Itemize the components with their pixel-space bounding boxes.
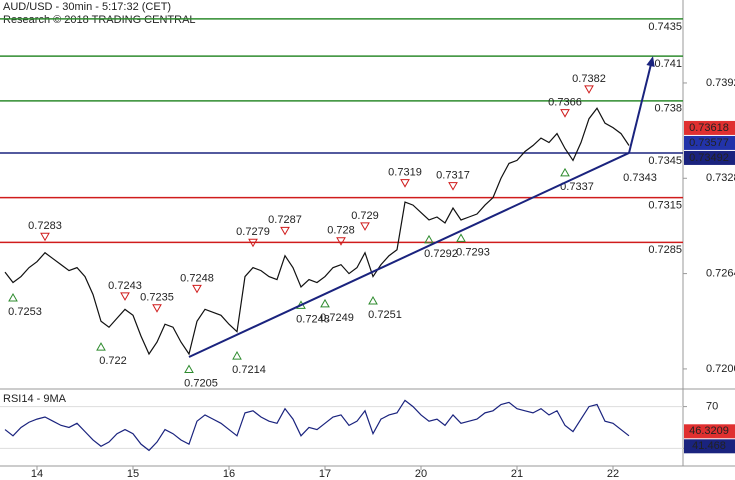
- peak-label: 0.7279: [236, 226, 270, 238]
- level-label: 0.7345: [648, 155, 682, 167]
- peak-marker: [152, 304, 162, 313]
- price-tag-label: 0.73577: [689, 137, 729, 149]
- trough-label: 0.7292: [424, 248, 458, 260]
- trough-marker: [368, 295, 378, 305]
- trough-label: 0.722: [99, 355, 127, 367]
- trough-marker: [96, 342, 106, 351]
- x-tick-label: 16: [223, 468, 235, 480]
- y-tick-label: 0.7328: [706, 172, 735, 184]
- peak-marker: [192, 284, 202, 294]
- price-line: [4, 107, 630, 356]
- trendline: [188, 152, 630, 358]
- trough-label: 0.7214: [232, 364, 266, 376]
- level-label: 0.7315: [648, 200, 682, 212]
- peak-marker: [336, 237, 346, 246]
- trough-label: 0.7249: [320, 312, 354, 324]
- y-tick-label: 0.7264: [706, 268, 735, 280]
- annotation: 0.7343: [623, 172, 657, 184]
- peak-label: 0.7235: [140, 292, 174, 304]
- price-tag-label: 0.73492: [689, 152, 729, 164]
- price-tag-label: 46.3209: [689, 425, 729, 437]
- y-tick-label: 0.7392: [706, 77, 735, 89]
- trough-marker: [320, 298, 330, 308]
- level-label: 0.7435: [648, 21, 682, 33]
- peak-label: 0.7283: [28, 220, 62, 232]
- x-tick-label: 21: [511, 468, 523, 480]
- trough-marker: [456, 233, 466, 242]
- level-label: 0.7285: [648, 244, 682, 256]
- x-tick-label: 20: [415, 468, 427, 480]
- price-tag: [684, 439, 735, 454]
- peak-label: 0.7319: [388, 167, 422, 179]
- peak-label: 0.7317: [436, 170, 470, 182]
- price-tag-label: 41.468: [692, 440, 726, 452]
- forecast-arrow: [628, 61, 653, 154]
- peak-marker: [120, 292, 130, 301]
- peak-marker: [280, 226, 290, 236]
- trough-marker: [8, 292, 18, 302]
- peak-label: 0.729: [351, 210, 379, 222]
- x-tick-label: 15: [127, 468, 139, 480]
- trough-label: 0.7248: [296, 313, 330, 325]
- trough-label: 0.7251: [368, 309, 402, 321]
- trough-label: 0.7337: [560, 181, 594, 193]
- chart-title: AUD/USD - 30min - 5:17:32 (CET): [3, 1, 171, 13]
- price-tag: [684, 135, 735, 150]
- y-tick-label: 70: [706, 401, 718, 413]
- peak-marker: [248, 238, 258, 248]
- level-label: 0.741: [654, 58, 682, 70]
- peak-marker: [584, 85, 594, 94]
- peak-label: 0.7366: [548, 97, 582, 109]
- peak-label: 0.7248: [180, 272, 214, 284]
- peak-label: 0.7287: [268, 214, 302, 226]
- price-line: [4, 399, 630, 452]
- trough-marker: [184, 364, 194, 373]
- trough-label: 0.7205: [184, 377, 218, 389]
- peak-label: 0.728: [327, 225, 355, 237]
- peak-label: 0.7243: [108, 280, 142, 292]
- rsi-title: RSI14 - 9MA: [3, 393, 67, 405]
- price-tag: [684, 120, 735, 135]
- trough-marker: [560, 167, 570, 177]
- trough-marker: [424, 234, 434, 244]
- peak-marker: [560, 109, 570, 118]
- peak-marker: [448, 182, 458, 191]
- peak-marker: [360, 222, 370, 231]
- price-tag: [684, 150, 735, 165]
- trough-label: 0.7253: [8, 306, 42, 318]
- trough-label: 0.7293: [456, 246, 490, 258]
- peak-marker: [400, 179, 410, 188]
- peak-label: 0.7382: [572, 73, 606, 85]
- chart-subtitle: Research © 2018 TRADING CENTRAL: [3, 14, 196, 26]
- arrow-head: [646, 56, 655, 68]
- level-label: 0.738: [654, 103, 682, 115]
- x-tick-label: 22: [607, 468, 619, 480]
- price-tag: [684, 424, 735, 439]
- price-tag-label: 0.73618: [689, 122, 729, 134]
- x-tick-label: 14: [31, 468, 43, 480]
- x-tick-label: 17: [319, 468, 331, 480]
- trough-marker: [232, 351, 242, 360]
- peak-marker: [40, 232, 50, 242]
